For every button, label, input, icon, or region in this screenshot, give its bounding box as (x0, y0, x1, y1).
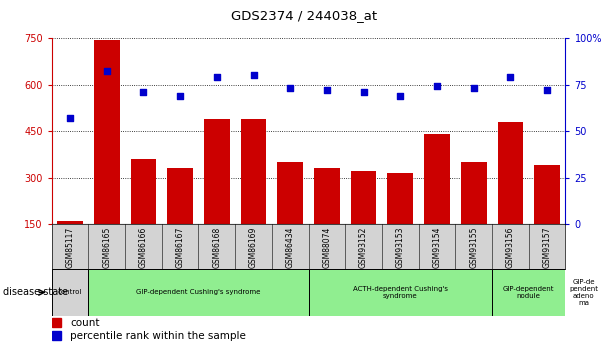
Text: percentile rank within the sample: percentile rank within the sample (70, 331, 246, 341)
Point (212, 74, 222, 80)
Bar (497, 122, 523, 224)
Bar (277, 162, 303, 224)
Bar (52, 331, 61, 340)
Text: GSM86434: GSM86434 (286, 227, 295, 268)
Point (505, 74, 515, 80)
Text: GSM88074: GSM88074 (322, 227, 331, 268)
Bar (167, 168, 193, 224)
Text: GSM86168: GSM86168 (212, 227, 221, 268)
Bar (52, 318, 61, 327)
Point (175, 93, 185, 98)
Point (139, 89, 148, 95)
Text: GIP-dependent
nodule: GIP-dependent nodule (503, 286, 554, 299)
Point (65, 115, 75, 121)
Bar (308, 269, 492, 316)
Point (469, 86, 478, 91)
Bar (204, 119, 230, 224)
Bar (241, 119, 266, 224)
Bar (94, 39, 120, 224)
Text: GDS2374 / 244038_at: GDS2374 / 244038_at (231, 9, 377, 22)
Point (359, 89, 368, 95)
Bar (534, 165, 560, 224)
Text: GSM85117: GSM85117 (66, 227, 75, 268)
Bar (57, 221, 83, 224)
Text: disease state: disease state (3, 287, 68, 297)
Text: GSM86167: GSM86167 (176, 227, 185, 268)
Text: GSM93154: GSM93154 (432, 227, 441, 268)
Text: count: count (70, 318, 100, 328)
Text: control: control (58, 289, 82, 295)
Bar (88, 269, 308, 316)
Text: GIP-de
pendent
adeno
ma: GIP-de pendent adeno ma (569, 279, 598, 306)
Text: GSM93152: GSM93152 (359, 227, 368, 268)
Text: GSM86165: GSM86165 (102, 227, 111, 268)
Point (249, 72, 258, 78)
Text: GSM93157: GSM93157 (542, 227, 551, 268)
Point (322, 87, 332, 93)
Bar (52, 269, 88, 316)
Point (395, 93, 405, 98)
Text: GSM93155: GSM93155 (469, 227, 478, 268)
Bar (314, 168, 340, 224)
Bar (424, 134, 450, 224)
Bar (492, 269, 565, 316)
Bar (131, 159, 156, 224)
Point (432, 83, 442, 89)
Text: GSM93153: GSM93153 (396, 227, 405, 268)
Point (285, 86, 295, 91)
Point (102, 69, 112, 74)
Bar (461, 162, 486, 224)
Text: GSM86166: GSM86166 (139, 227, 148, 268)
Point (542, 87, 552, 93)
Bar (351, 171, 376, 224)
Bar (565, 269, 602, 316)
Text: GIP-dependent Cushing's syndrome: GIP-dependent Cushing's syndrome (136, 289, 261, 295)
Bar (387, 173, 413, 224)
Text: GSM93156: GSM93156 (506, 227, 515, 268)
Text: ACTH-dependent Cushing's
syndrome: ACTH-dependent Cushing's syndrome (353, 286, 448, 299)
Text: GSM86169: GSM86169 (249, 227, 258, 268)
